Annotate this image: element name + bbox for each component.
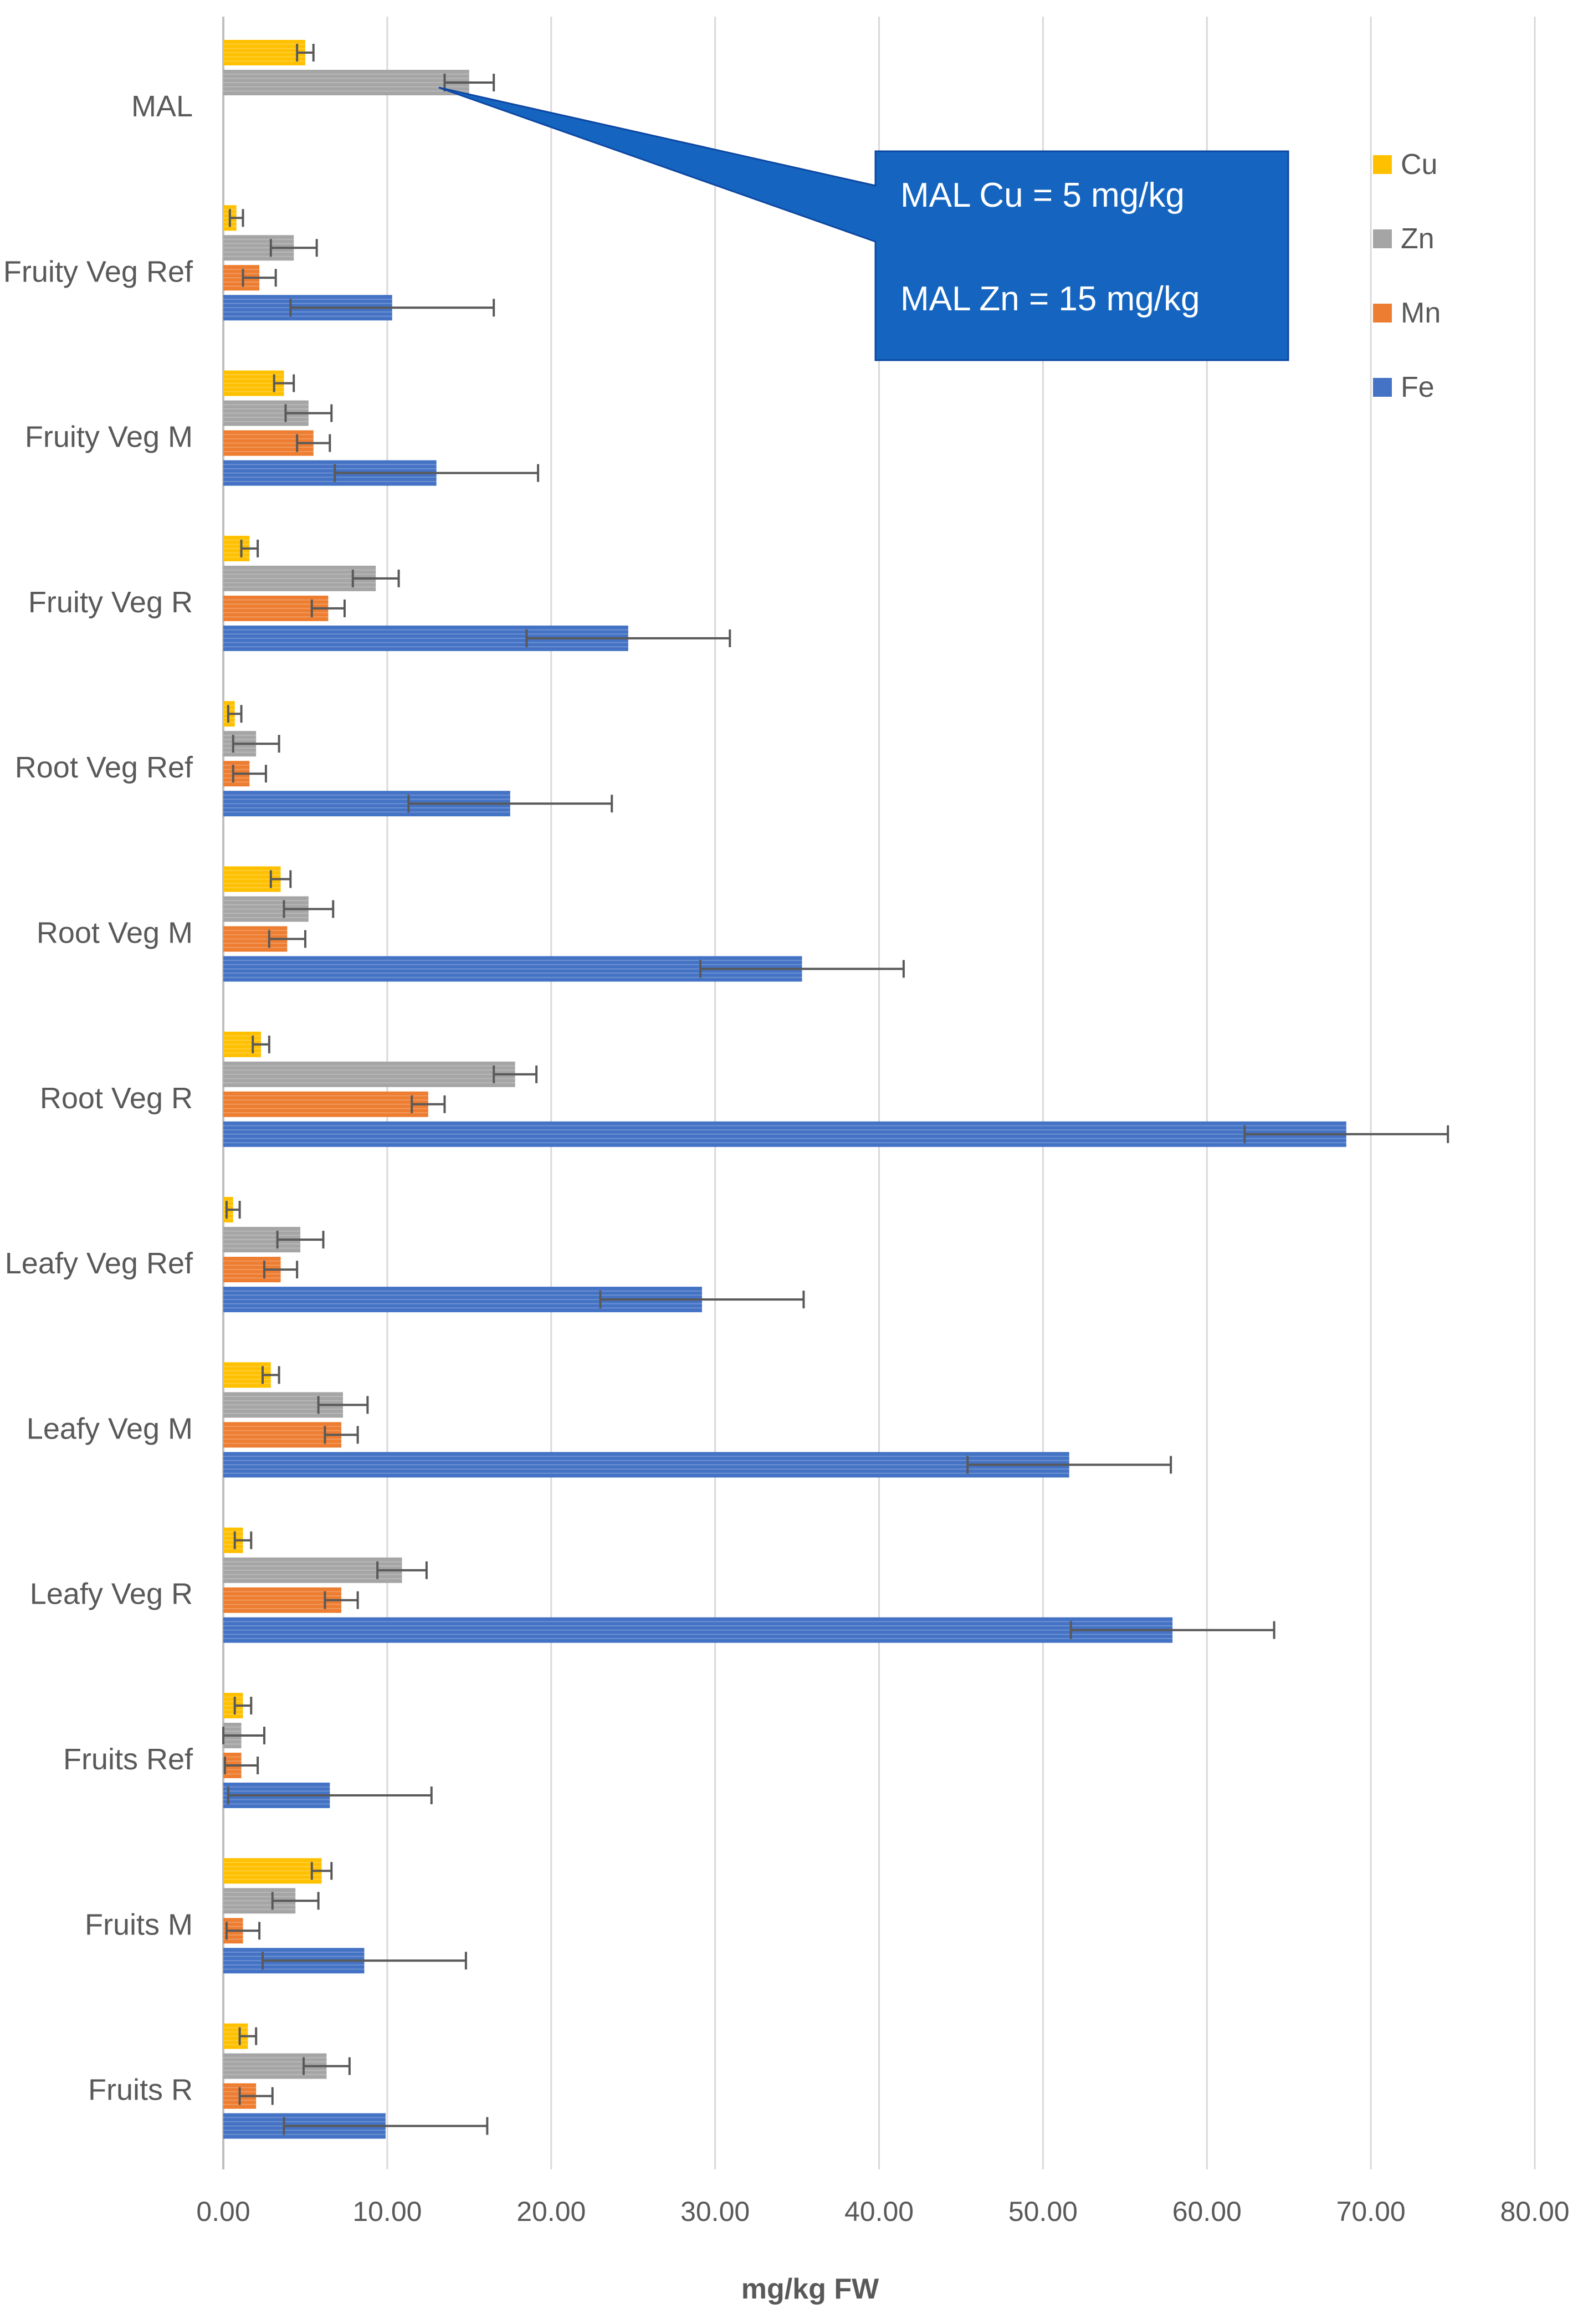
x-tick-label: 20.00 [516,2196,586,2227]
category-label: Root Veg M [37,917,193,950]
category-label: Fruity Veg R [28,586,193,619]
x-tick-label: 40.00 [844,2196,914,2227]
legend-label-zn: Zn [1401,223,1435,255]
category-label: Fruity Veg Ref [3,255,193,288]
category-label: Leafy Veg R [30,1578,193,1611]
category-label: Fruits Ref [63,1743,193,1776]
bar-mn [223,1091,428,1117]
bar-fe [223,1617,1173,1643]
bar-fe [223,1452,1069,1478]
callout-line-1: MAL Cu = 5 mg/kg [900,176,1185,214]
x-tick-label: 30.00 [680,2196,750,2227]
legend-label-mn: Mn [1401,297,1441,329]
category-label: Fruits R [88,2074,193,2107]
category-label: MAL [131,90,193,123]
legend-swatch-cu [1373,155,1392,174]
legend-label-cu: Cu [1401,149,1437,181]
x-tick-label: 50.00 [1008,2196,1078,2227]
bar-zn [223,565,376,591]
x-tick-labels: 0.00 10.00 20.00 30.00 40.00 50.00 60.00 70.00 8… [196,2196,1569,2227]
x-tick-label: 0.00 [196,2196,250,2227]
category-label: Root Veg Ref [15,751,193,784]
legend: Cu Zn Mn Fe [1373,149,1441,403]
x-tick-label: 80.00 [1500,2196,1569,2227]
callout-box [438,86,1289,361]
bar-mn [223,1422,342,1448]
annotation-callout: MAL Cu = 5 mg/kg MAL Zn = 15 mg/kg [438,86,1289,361]
category-label: Leafy Veg Ref [5,1247,193,1280]
bar-fe [223,1121,1346,1147]
bar-cu [223,1858,322,1884]
category-label: Leafy Veg M [27,1412,193,1445]
bar-zn [223,1061,515,1087]
legend-swatch-mn [1373,304,1392,323]
legend-label-fe: Fe [1401,371,1435,403]
legend-swatch-zn [1373,229,1392,248]
category-label: Fruits M [85,1908,193,1941]
callout-line-2: MAL Zn = 15 mg/kg [900,280,1200,318]
x-tick-label: 70.00 [1336,2196,1406,2227]
gridlines [222,17,1536,2169]
error-bars [222,44,1449,2135]
bar-mn [223,1587,342,1613]
bar-zn [223,70,469,95]
category-label: Fruity Veg M [25,421,193,454]
bar-cu [223,40,305,65]
category-label: Root Veg R [40,1082,193,1115]
bar-zn [223,1557,402,1583]
x-tick-label: 10.00 [352,2196,422,2227]
legend-swatch-fe [1373,378,1392,397]
x-tick-label: 60.00 [1172,2196,1242,2227]
x-axis-title: mg/kg FW [741,2273,879,2305]
category-labels: MAL Fruity Veg Ref Fruity Veg M Fruity Veg … [3,90,193,2107]
